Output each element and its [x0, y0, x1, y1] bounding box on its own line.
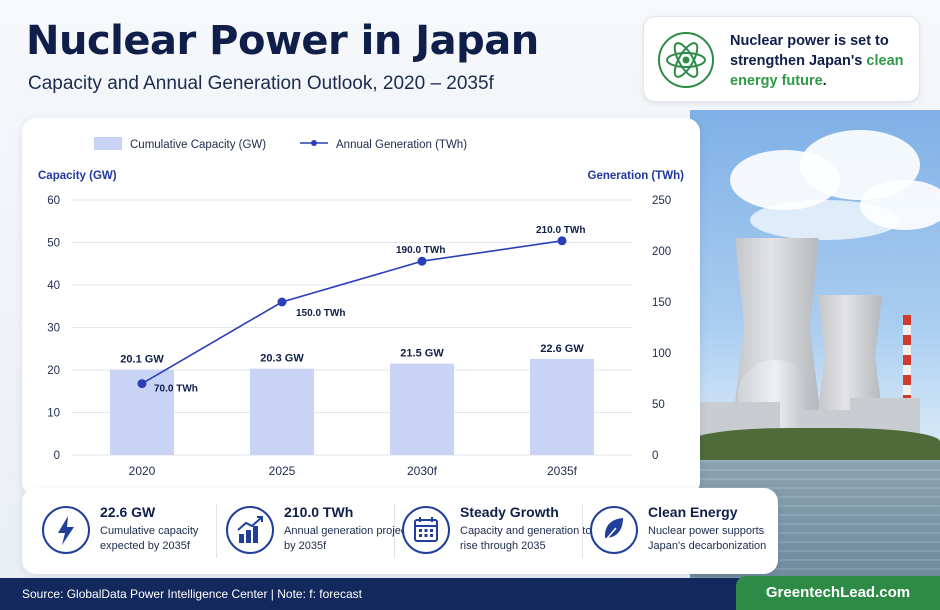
combo-chart: Cumulative Capacity (GW) Annual Generatio… [38, 137, 685, 478]
capacity-bar [250, 368, 314, 455]
y-tick-left: 40 [47, 280, 60, 292]
legend-swatch-capacity [94, 137, 122, 150]
atom-icon [658, 32, 714, 88]
stat-desc: Nuclear power supports Japan's decarboni… [648, 525, 767, 552]
stat-title: Steady Growth [460, 504, 559, 520]
legend-label-generation: Annual Generation (TWh) [336, 139, 467, 151]
stat-title: 22.6 GW [100, 504, 156, 520]
x-tick: 2020 [129, 464, 156, 478]
callout-text: Nuclear power is set to strengthen Japan… [730, 31, 910, 91]
generation-point-label: 210.0 TWh [536, 225, 585, 236]
y-axis-right-label: Generation (TWh) [588, 170, 685, 182]
x-tick: 2025 [269, 464, 296, 478]
divider [582, 504, 583, 558]
y-tick-left: 50 [47, 238, 60, 250]
y-tick-left: 60 [47, 195, 60, 207]
y-axis-left-label: Capacity (GW) [38, 170, 117, 182]
y-tick-right: 50 [652, 399, 665, 411]
generation-point-label: 150.0 TWh [296, 308, 345, 319]
capacity-bar-label: 21.5 GW [400, 348, 444, 360]
legend-label-capacity: Cumulative Capacity (GW) [130, 139, 266, 151]
generation-point [137, 379, 147, 389]
stat-title: Clean Energy [648, 504, 738, 520]
stat-desc: Capacity and generation to rise through … [460, 525, 592, 552]
brand-label: GreentechLead.com [765, 584, 911, 601]
capacity-bar [530, 358, 594, 455]
lightning-icon [42, 506, 90, 554]
generation-point-label: 190.0 TWh [396, 245, 445, 256]
stats-strip: 22.6 GW Cumulative capacity expected by … [22, 488, 778, 574]
y-tick-right: 150 [652, 297, 671, 309]
legend-marker-generation [311, 140, 317, 146]
page-title: Nuclear Power in Japan [26, 18, 539, 64]
stat-growth: Steady Growth Capacity and generation to… [402, 502, 591, 560]
y-tick-right: 250 [652, 195, 671, 207]
stat-generation: 210.0 TWh Annual generation projected by… [226, 502, 422, 560]
generation-point [557, 236, 567, 246]
stat-desc: Cumulative capacity expected by 2035f [100, 525, 199, 552]
source-note: Source: GlobalData Power Intelligence Ce… [22, 587, 362, 601]
capacity-bar [390, 363, 454, 455]
callout-highlight: clean energy future [730, 53, 904, 89]
stat-title: 210.0 TWh [284, 504, 354, 520]
x-tick: 2030f [407, 464, 438, 478]
y-tick-left: 20 [47, 365, 60, 377]
nuclear-plant-photo [690, 110, 940, 580]
y-tick-right: 100 [652, 348, 671, 360]
brand-badge[interactable]: GreentechLead.com [736, 576, 940, 610]
chart-card: Cumulative Capacity (GW) Annual Generatio… [22, 118, 700, 496]
generation-line [141, 240, 563, 385]
x-tick: 2035f [547, 464, 578, 478]
y-tick-left: 10 [47, 408, 60, 420]
y-tick-left: 30 [47, 323, 60, 335]
capacity-bar-label: 20.3 GW [260, 353, 304, 365]
generation-point [277, 297, 287, 307]
callout-text-end: . [822, 73, 827, 89]
generation-point [417, 256, 427, 266]
page-subtitle: Capacity and Annual Generation Outlook, … [28, 73, 494, 94]
stat-desc: Annual generation projected by 2035f [284, 525, 422, 552]
y-tick-right: 200 [652, 246, 671, 258]
y-tick-right: 0 [652, 450, 658, 462]
stat-capacity: 22.6 GW Cumulative capacity expected by … [42, 502, 212, 560]
calendar-icon [402, 506, 450, 554]
generation-point-label: 70.0 TWh [154, 384, 198, 395]
growth-chart-icon [226, 506, 274, 554]
capacity-bar-label: 22.6 GW [540, 343, 584, 355]
divider [216, 504, 217, 558]
callout-text-main: Nuclear power is set to strengthen Japan… [730, 33, 889, 69]
capacity-bar-label: 20.1 GW [120, 354, 164, 366]
divider [394, 504, 395, 558]
leaf-icon [590, 506, 638, 554]
y-tick-left: 0 [54, 450, 60, 462]
stat-clean: Clean Energy Nuclear power supports Japa… [590, 502, 770, 560]
callout-box: Nuclear power is set to strengthen Japan… [643, 16, 920, 102]
